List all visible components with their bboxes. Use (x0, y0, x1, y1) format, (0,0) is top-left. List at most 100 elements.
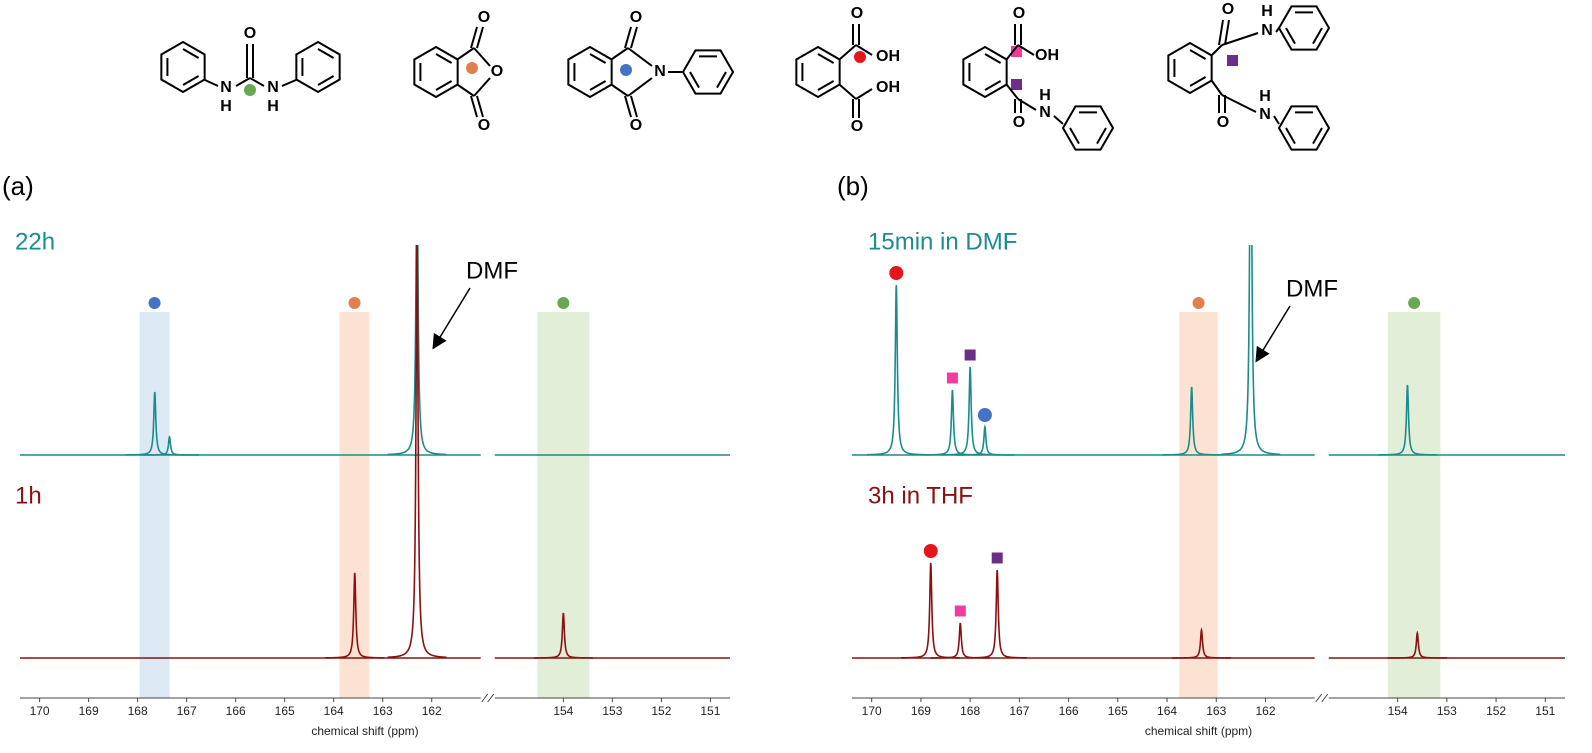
peak (325, 572, 385, 659)
bond (611, 84, 629, 97)
atom-label: N (1259, 106, 1271, 123)
atom-label: O (851, 118, 863, 135)
atom-label: N (654, 63, 666, 80)
bond (1006, 84, 1019, 100)
atom-label: O (1222, 1, 1234, 18)
atom-label: N (220, 79, 232, 96)
bond (1221, 32, 1259, 46)
spectra (20, 245, 730, 659)
aromatic-bond (589, 80, 607, 91)
atom-label: N (1261, 22, 1273, 39)
atom-label: H (1259, 88, 1271, 105)
x-tick-label: 151 (700, 704, 720, 718)
atom-label: O (1013, 5, 1025, 22)
aromatic-bond (182, 48, 200, 59)
aromatic-bond (984, 53, 1002, 64)
aromatic-bond (1285, 27, 1296, 45)
atom-label: O (630, 9, 642, 26)
bond (476, 95, 484, 118)
aromatic-bond (689, 71, 700, 89)
axis-break (1321, 693, 1329, 703)
peak (1377, 384, 1438, 456)
structure-square (1011, 46, 1022, 57)
x-tick-label: 166 (1059, 704, 1079, 718)
peak (955, 424, 1015, 456)
atom-label: O (1013, 114, 1025, 131)
bond (630, 26, 638, 49)
bond (470, 26, 478, 49)
x-axis-title: chemical shift (ppm) (1145, 724, 1252, 738)
bond (1275, 27, 1280, 33)
aromatic-bond (817, 80, 835, 91)
band-marker (1408, 297, 1421, 309)
x-tick-label: 167 (177, 704, 197, 718)
peak-marker (946, 372, 958, 384)
bond (281, 79, 297, 87)
structure-dot (620, 64, 632, 76)
bond (1053, 115, 1064, 125)
x-tick-label: 163 (1206, 704, 1226, 718)
bond (1273, 115, 1280, 125)
peak (940, 366, 1000, 456)
band-marker (1192, 297, 1205, 309)
x-tick-label: 153 (602, 704, 622, 718)
x-tick-label: 153 (1437, 704, 1457, 718)
axis-break (487, 693, 495, 703)
atom-label: O (478, 9, 490, 26)
peak-marker (923, 544, 938, 558)
bond (627, 77, 653, 97)
bond (473, 77, 491, 97)
peak (1387, 630, 1447, 659)
x-tick-label: 151 (1535, 704, 1555, 718)
bond (1221, 94, 1257, 113)
highlight-band (1387, 312, 1441, 698)
x-tick-label: 162 (1255, 704, 1275, 718)
peak-marker (991, 552, 1003, 564)
structure-square (1227, 55, 1238, 66)
x-tick-label: 168 (960, 704, 980, 718)
peak-marker (964, 349, 976, 361)
bond (1218, 19, 1224, 46)
atom-label: H (220, 98, 232, 115)
atom-label: OH (876, 48, 900, 65)
x-axis-title: chemical shift (ppm) (311, 724, 418, 738)
x-tick-label: 154 (553, 704, 573, 718)
axis-break (481, 693, 489, 703)
atom-label: O (491, 63, 503, 80)
atom-label: O (478, 117, 490, 134)
x-tick-label: 154 (1388, 704, 1408, 718)
atom-label: OH (1035, 47, 1059, 64)
atom-label: O (630, 117, 642, 134)
benzene-ring (1167, 41, 1213, 95)
x-tick-label: 165 (275, 704, 295, 718)
aromatic-bond (1096, 127, 1107, 145)
axis-break (1315, 693, 1323, 703)
x-tick-label: 169 (911, 704, 931, 718)
structure-dot (244, 84, 256, 96)
atom-label: N (267, 79, 279, 96)
peak (387, 245, 447, 456)
annotation-arrow (432, 287, 471, 350)
benzene-ring (160, 40, 206, 94)
x-tick-label: 170 (30, 704, 50, 718)
annotation: DMF (466, 257, 518, 284)
bond (1006, 44, 1019, 60)
band-marker (557, 297, 570, 309)
x-tick-label: 162 (422, 704, 442, 718)
aromatic-bond (317, 75, 335, 86)
peak (930, 622, 990, 659)
benzene-ring (567, 45, 613, 99)
aromatic-bond (182, 75, 200, 86)
bond (249, 77, 265, 87)
structure-dot (466, 62, 478, 74)
panel-label: (b) (837, 171, 869, 201)
benzene-ring (295, 40, 341, 94)
benzene-ring (962, 45, 1008, 99)
bond (624, 26, 632, 49)
series-label: 3h in THF (868, 482, 973, 509)
bond (855, 88, 873, 100)
x-tick-label: 169 (79, 704, 99, 718)
aromatic-bond (317, 48, 335, 59)
peak (967, 569, 1027, 659)
